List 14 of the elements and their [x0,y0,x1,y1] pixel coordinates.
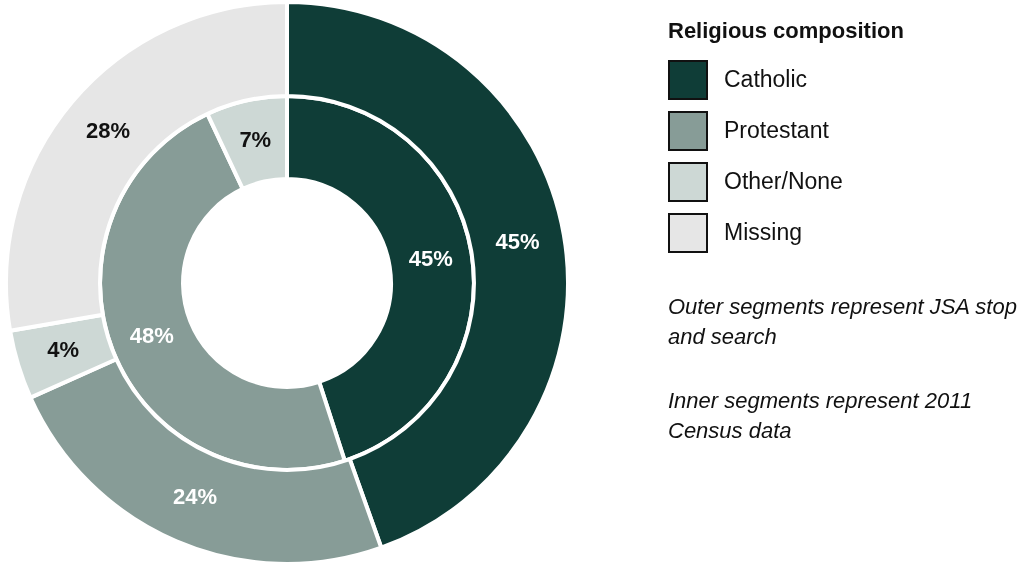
data-label: 48% [129,322,174,348]
data-label: 45% [408,246,453,272]
legend-label: Missing [724,219,802,246]
legend-label: Protestant [724,117,829,144]
legend-label: Other/None [724,168,843,195]
text: Inner segments represent 2011 Census data [668,387,974,445]
data-label: 24% [172,484,217,510]
text: Outer segments represent JSA stop and search [668,293,1018,351]
data-label: 7% [239,127,272,153]
data-label: 4% [47,337,80,363]
data-label: 45% [495,229,540,255]
legend-label: Catholic [724,66,808,93]
legend-title: Religious composition [668,18,905,44]
data-label: 28% [86,118,131,144]
